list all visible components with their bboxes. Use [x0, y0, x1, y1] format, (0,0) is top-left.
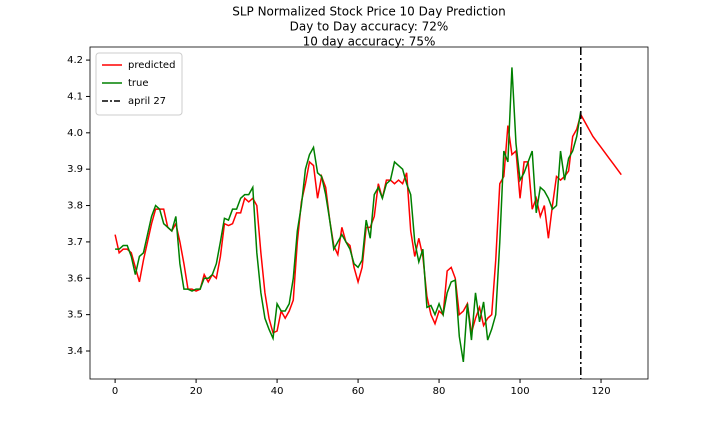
plot-frame — [89, 46, 649, 380]
y-tick-label: 3.5 — [67, 310, 83, 321]
x-tick-label: 60 — [352, 386, 365, 397]
chart-subtitle: 10 day accuracy: 75% — [303, 35, 436, 49]
chart-subtitle: Day to Day accuracy: 72% — [290, 20, 449, 34]
y-tick-label: 4.0 — [67, 128, 83, 139]
x-tick-label: 100 — [510, 386, 529, 397]
y-tick-label: 4.1 — [67, 91, 83, 102]
legend-box — [95, 52, 183, 116]
y-tick-label: 4.2 — [67, 55, 83, 66]
x-tick-label: 80 — [433, 386, 446, 397]
x-tick-label: 0 — [112, 386, 118, 397]
line-series — [114, 112, 622, 334]
y-tick-label: 3.8 — [67, 201, 83, 212]
y-tick-label: 3.7 — [67, 237, 83, 248]
legend-label: april 27 — [128, 96, 166, 107]
y-tick-label: 3.9 — [67, 164, 83, 175]
legend-label: true — [128, 78, 149, 89]
chart-title: SLP Normalized Stock Price 10 Day Predic… — [232, 5, 506, 19]
x-tick-label: 120 — [591, 386, 610, 397]
line-series — [115, 67, 582, 363]
y-tick-label: 3.6 — [67, 273, 83, 284]
y-tick-label: 3.4 — [67, 346, 83, 357]
legend-label: predicted — [128, 60, 175, 71]
x-tick-label: 20 — [190, 386, 203, 397]
x-tick-label: 40 — [271, 386, 284, 397]
